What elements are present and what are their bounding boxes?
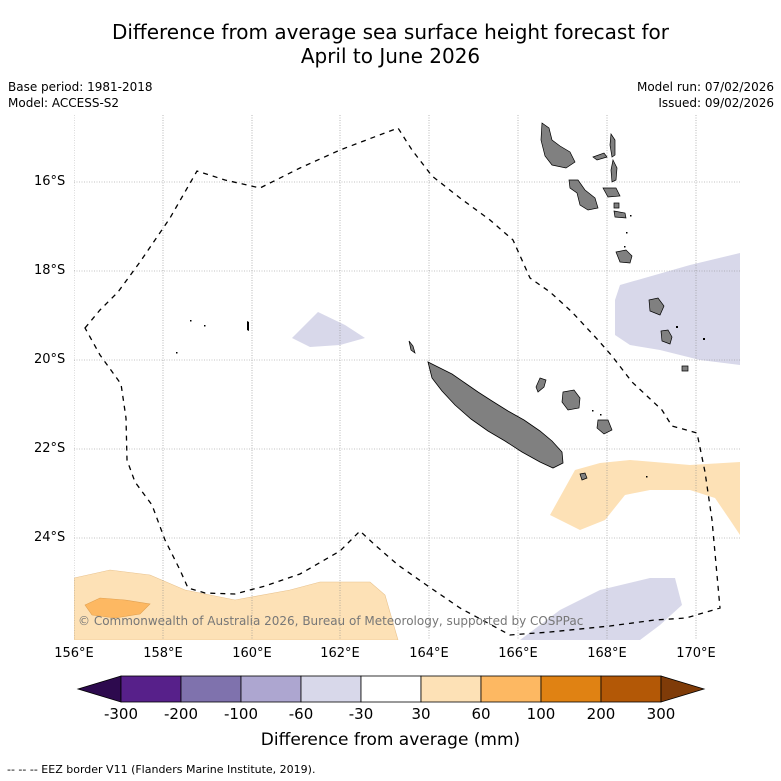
ouvea bbox=[535, 377, 547, 393]
lifou bbox=[561, 389, 581, 411]
title-line-2: April to June 2026 bbox=[300, 44, 481, 68]
model-run: Model run: 07/02/2026 bbox=[636, 80, 774, 94]
lon-label-160e: 160°E bbox=[232, 646, 272, 661]
lat-label-24s: 24°S bbox=[34, 530, 66, 545]
epi bbox=[613, 202, 620, 209]
issued-date: Issued: 09/02/2026 bbox=[658, 96, 774, 110]
anomaly-positive-core bbox=[84, 597, 151, 619]
colorbar-extend-high bbox=[660, 675, 706, 703]
eez-footnote: -- -- -- EEZ border V11 (Flanders Marine… bbox=[7, 763, 316, 776]
lon-label-168e: 168°E bbox=[587, 646, 627, 661]
colorbar-tick-label: -60 bbox=[288, 705, 314, 723]
anomaly-positive-south-west bbox=[74, 569, 399, 640]
lon-label-162e: 162°E bbox=[320, 646, 360, 661]
colorbar-tick-label: 200 bbox=[586, 705, 616, 723]
anomaly-negative-west bbox=[292, 312, 365, 347]
efate bbox=[615, 249, 633, 264]
lat-label-18s: 18°S bbox=[34, 263, 66, 278]
colorbar-bin-3 bbox=[240, 675, 302, 703]
colorbar-bin-1 bbox=[120, 675, 182, 703]
gridlines bbox=[74, 115, 740, 640]
espiritu-santo bbox=[540, 122, 576, 169]
anomaly-negative-south-east bbox=[520, 578, 682, 640]
small-islets bbox=[176, 215, 705, 478]
colorbar-bin-2 bbox=[180, 675, 242, 703]
lon-label-170e: 170°E bbox=[676, 646, 716, 661]
new-caledonia-grande-terre bbox=[427, 361, 564, 469]
lon-label-158e: 158°E bbox=[143, 646, 183, 661]
meta-right: Model run: 07/02/2026 Issued: 09/02/2026 bbox=[637, 79, 774, 111]
mare bbox=[596, 419, 613, 435]
lat-label-20s: 20°S bbox=[34, 352, 66, 367]
colorbar-tick-label: -100 bbox=[223, 705, 259, 723]
meta-left: Base period: 1981-2018 Model: ACCESS-S2 bbox=[8, 79, 153, 111]
colorbar bbox=[76, 675, 706, 703]
base-period: Base period: 1981-2018 bbox=[8, 80, 153, 94]
colorbar-bin-5 bbox=[360, 675, 422, 703]
colorbar-tick-label: 30 bbox=[411, 705, 431, 723]
belep-islands bbox=[408, 340, 416, 354]
malakula bbox=[568, 179, 599, 211]
lon-label-164e: 164°E bbox=[409, 646, 449, 661]
colorbar-tick-label: 100 bbox=[526, 705, 556, 723]
copyright-notice: © Commonwealth of Australia 2026, Bureau… bbox=[78, 614, 584, 628]
colorbar-bin-4 bbox=[300, 675, 362, 703]
lon-label-156e: 156°E bbox=[54, 646, 94, 661]
colorbar-bin-8 bbox=[540, 675, 602, 703]
anomaly-positive-east bbox=[550, 460, 740, 535]
colorbar-bin-7 bbox=[480, 675, 542, 703]
pentecost bbox=[610, 158, 618, 183]
ambae bbox=[592, 152, 608, 161]
colorbar-tick-label: 60 bbox=[471, 705, 491, 723]
aneityum bbox=[681, 365, 689, 372]
shepherd-islands bbox=[613, 210, 627, 219]
colorbar-extend-low bbox=[76, 675, 122, 703]
isle-of-pines bbox=[579, 472, 588, 481]
colorbar-tick-label: -30 bbox=[348, 705, 374, 723]
lon-label-166e: 166°E bbox=[498, 646, 538, 661]
colorbar-bin-6 bbox=[420, 675, 482, 703]
colorbar-tick-label: 300 bbox=[646, 705, 676, 723]
lat-label-16s: 16°S bbox=[34, 174, 66, 189]
colorbar-bin-9 bbox=[600, 675, 662, 703]
eez-border bbox=[84, 127, 721, 636]
lat-label-22s: 22°S bbox=[34, 441, 66, 456]
colorbar-title: Difference from average (mm) bbox=[260, 730, 521, 750]
erromango bbox=[648, 297, 665, 316]
colorbar-tick-label: -300 bbox=[103, 705, 139, 723]
ambrym bbox=[602, 187, 621, 198]
colorbar-tick-label: -200 bbox=[163, 705, 199, 723]
tanna bbox=[660, 329, 673, 345]
model-name: Model: ACCESS-S2 bbox=[8, 96, 120, 110]
anomaly-negative-north-east bbox=[615, 253, 740, 365]
chart-title: Difference from average sea surface heig… bbox=[0, 20, 781, 68]
maewo bbox=[609, 132, 616, 158]
title-line-1: Difference from average sea surface heig… bbox=[111, 20, 670, 44]
